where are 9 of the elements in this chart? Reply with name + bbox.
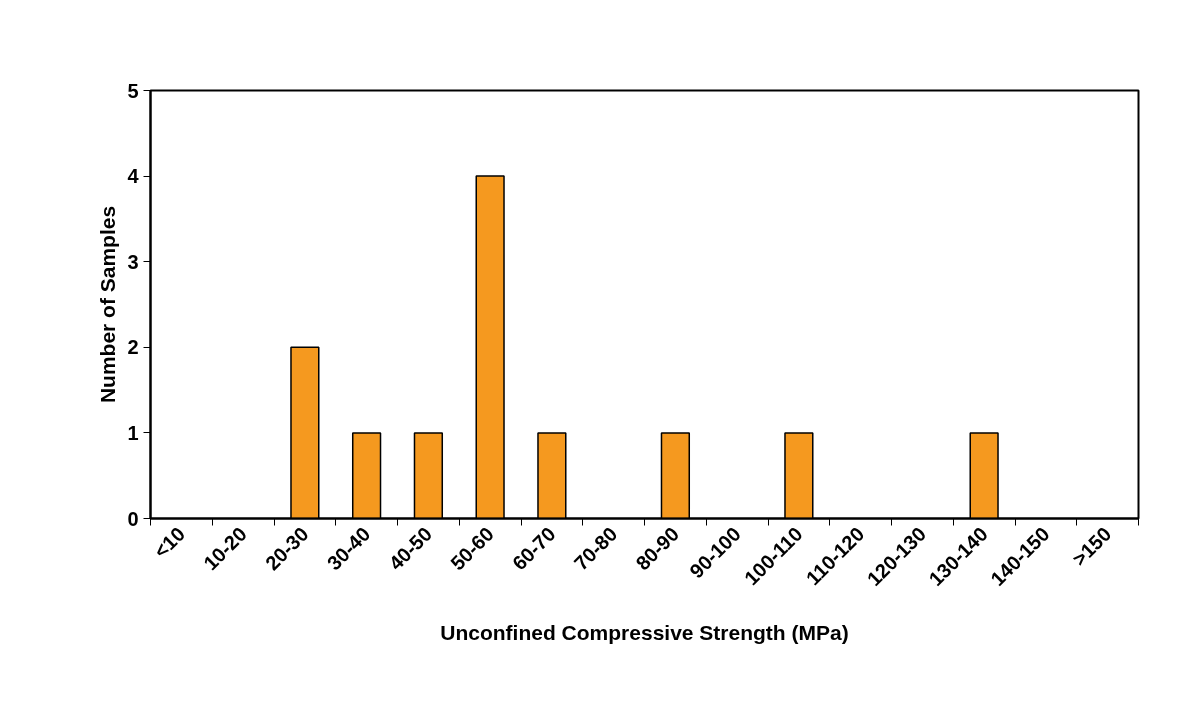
y-tick-label: 1 (127, 421, 139, 444)
y-tick-label: 2 (127, 336, 139, 359)
y-axis-title: Number of Samples (96, 205, 120, 404)
y-tick-label: 0 (127, 507, 139, 530)
x-axis-title: Unconfined Compressive Strength (MPa) (440, 620, 849, 644)
y-tick-label: 4 (127, 165, 140, 188)
y-tick-label: 3 (127, 250, 139, 273)
x-tick-label: <10 (149, 522, 190, 563)
y-tick-label: 5 (127, 79, 139, 102)
